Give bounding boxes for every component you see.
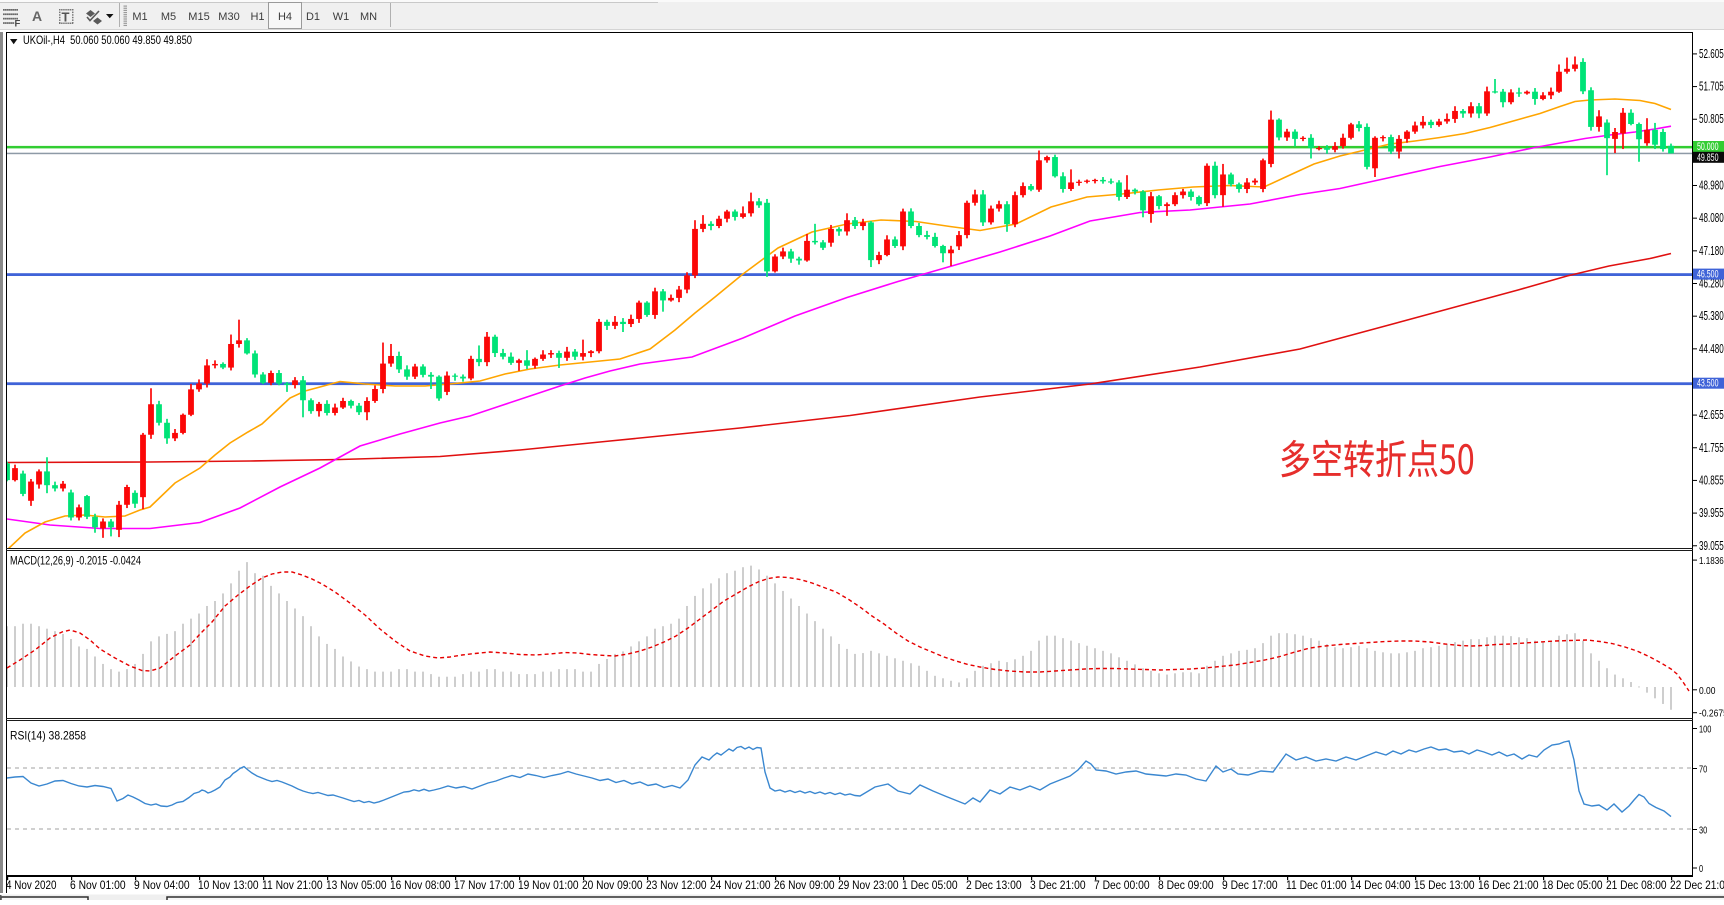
svg-text:M1: M1	[132, 11, 147, 23]
svg-text:3 Dec 21:00: 3 Dec 21:00	[1030, 878, 1086, 892]
svg-text:19 Nov 01:00: 19 Nov 01:00	[518, 878, 579, 892]
svg-text:T: T	[62, 10, 70, 25]
svg-text:48.980: 48.980	[1699, 177, 1724, 192]
svg-text:H1: H1	[250, 11, 264, 23]
svg-text:D1: D1	[306, 11, 320, 23]
svg-text:44.480: 44.480	[1699, 341, 1724, 356]
svg-text:43.500: 43.500	[1697, 378, 1719, 390]
svg-text:-0.2675: -0.2675	[1699, 708, 1724, 720]
svg-text:UKOil-,H4 50.060 50.060 49.85: UKOil-,H4 50.060 50.060 49.850 49.850	[23, 33, 192, 47]
svg-text:18 Dec 05:00: 18 Dec 05:00	[1542, 878, 1603, 892]
svg-text:7 Dec 00:00: 7 Dec 00:00	[1094, 878, 1150, 892]
svg-text:F: F	[15, 19, 21, 30]
svg-text:45.380: 45.380	[1699, 308, 1724, 323]
svg-text:41.755: 41.755	[1699, 440, 1724, 455]
svg-text:100: 100	[1699, 724, 1711, 736]
svg-text:42.655: 42.655	[1699, 407, 1724, 422]
svg-text:16 Dec 21:00: 16 Dec 21:00	[1478, 878, 1539, 892]
svg-text:6 Nov 01:00: 6 Nov 01:00	[70, 878, 126, 892]
svg-text:13 Nov 05:00: 13 Nov 05:00	[326, 878, 387, 892]
svg-text:0.00: 0.00	[1699, 685, 1716, 697]
svg-text:50.000: 50.000	[1697, 141, 1719, 153]
svg-text:M15: M15	[188, 11, 209, 23]
svg-text:17 Nov 17:00: 17 Nov 17:00	[454, 878, 515, 892]
svg-text:29 Nov 23:00: 29 Nov 23:00	[838, 878, 899, 892]
svg-text:30: 30	[1699, 825, 1707, 837]
svg-text:48.080: 48.080	[1699, 210, 1724, 225]
svg-text:22 Dec 21:00: 22 Dec 21:00	[1670, 878, 1724, 892]
svg-text:14 Dec 04:00: 14 Dec 04:00	[1350, 878, 1411, 892]
svg-text:2 Dec 13:00: 2 Dec 13:00	[966, 878, 1022, 892]
svg-text:9 Dec 17:00: 9 Dec 17:00	[1222, 878, 1278, 892]
svg-text:51.705: 51.705	[1699, 79, 1724, 94]
svg-text:11 Nov 21:00: 11 Nov 21:00	[262, 878, 323, 892]
svg-text:52.605: 52.605	[1699, 46, 1724, 61]
svg-text:39.955: 39.955	[1699, 505, 1724, 520]
svg-text:H4: H4	[278, 11, 292, 23]
svg-text:MACD(12,26,9) -0.2015 -0.0424: MACD(12,26,9) -0.2015 -0.0424	[10, 554, 141, 568]
svg-text:8 Dec 09:00: 8 Dec 09:00	[1158, 878, 1214, 892]
svg-text:49.850: 49.850	[1697, 152, 1719, 164]
svg-text:46.500: 46.500	[1697, 269, 1719, 281]
svg-text:24 Nov 21:00: 24 Nov 21:00	[710, 878, 771, 892]
svg-text:MN: MN	[360, 11, 377, 23]
svg-text:23 Nov 12:00: 23 Nov 12:00	[646, 878, 707, 892]
svg-text:21 Dec 08:00: 21 Dec 08:00	[1606, 878, 1667, 892]
svg-text:26 Nov 09:00: 26 Nov 09:00	[774, 878, 835, 892]
svg-text:1.1836: 1.1836	[1699, 555, 1724, 567]
svg-text:70: 70	[1699, 764, 1707, 776]
svg-text:M5: M5	[161, 11, 176, 23]
svg-text:47.180: 47.180	[1699, 243, 1724, 258]
svg-text:15 Dec 13:00: 15 Dec 13:00	[1414, 878, 1475, 892]
svg-text:W1: W1	[333, 11, 350, 23]
svg-text:10 Nov 13:00: 10 Nov 13:00	[198, 878, 259, 892]
svg-text:4 Nov 2020: 4 Nov 2020	[6, 878, 57, 892]
svg-text:1 Dec 05:00: 1 Dec 05:00	[902, 878, 958, 892]
svg-text:0: 0	[1699, 863, 1703, 875]
svg-text:9 Nov 04:00: 9 Nov 04:00	[134, 878, 190, 892]
svg-text:50.805: 50.805	[1699, 111, 1724, 126]
svg-text:39.055: 39.055	[1699, 538, 1724, 553]
svg-text:RSI(14) 38.2858: RSI(14) 38.2858	[10, 729, 86, 743]
svg-text:40.855: 40.855	[1699, 472, 1724, 487]
svg-text:16 Nov 08:00: 16 Nov 08:00	[390, 878, 451, 892]
svg-text:M30: M30	[218, 11, 239, 23]
svg-text:20 Nov 09:00: 20 Nov 09:00	[582, 878, 643, 892]
svg-text:11 Dec 01:00: 11 Dec 01:00	[1286, 878, 1347, 892]
svg-text:A: A	[32, 8, 42, 24]
